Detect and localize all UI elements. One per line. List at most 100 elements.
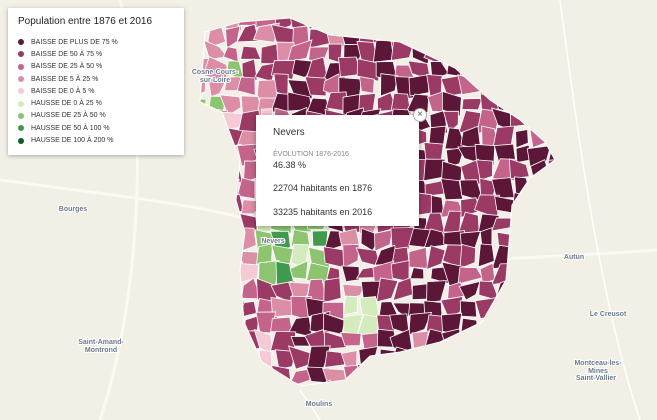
commune[interactable] [510,295,532,318]
commune[interactable] [223,369,245,388]
commune[interactable] [259,382,278,406]
commune[interactable] [544,10,562,27]
commune[interactable] [463,12,484,32]
commune[interactable] [210,294,224,318]
commune[interactable] [342,295,358,316]
commune[interactable] [509,283,535,302]
commune[interactable] [512,7,533,32]
commune[interactable] [206,283,225,300]
commune[interactable] [395,363,415,384]
commune[interactable] [511,311,529,338]
commune[interactable] [191,160,212,184]
commune[interactable] [380,73,399,97]
commune[interactable] [205,182,226,202]
commune[interactable] [341,265,360,283]
legend-item[interactable]: HAUSSE DE 0 À 25 % [18,97,174,109]
commune[interactable] [225,25,241,49]
commune[interactable] [441,90,462,117]
commune[interactable] [562,43,582,57]
commune[interactable] [474,379,498,405]
commune[interactable] [207,348,227,371]
commune[interactable] [514,330,533,354]
commune[interactable] [496,231,518,248]
commune[interactable] [208,77,228,98]
commune[interactable] [236,227,257,253]
commune[interactable] [189,209,212,234]
legend-item[interactable]: BAISSE DE 5 À 25 % [18,73,174,85]
commune[interactable] [447,43,465,62]
commune[interactable] [356,58,380,82]
commune[interactable] [492,383,512,401]
commune[interactable] [236,300,258,319]
commune[interactable] [206,211,226,235]
commune[interactable] [394,384,413,405]
commune[interactable] [494,7,519,32]
close-button[interactable]: × [413,108,427,122]
commune[interactable] [372,383,394,403]
commune[interactable] [428,352,446,371]
commune[interactable] [474,297,499,319]
commune[interactable] [308,28,331,49]
commune[interactable] [287,39,313,63]
commune[interactable] [565,24,583,46]
commune[interactable] [308,10,330,30]
commune[interactable] [461,41,484,64]
commune[interactable] [477,328,500,350]
commune[interactable] [461,98,483,111]
commune[interactable] [186,127,210,150]
commune[interactable] [525,56,550,81]
commune[interactable] [194,296,211,315]
commune[interactable] [406,14,430,32]
commune[interactable] [236,369,258,385]
commune[interactable] [342,283,365,300]
commune[interactable] [374,229,393,252]
commune[interactable] [289,260,309,280]
commune[interactable] [461,328,481,353]
commune[interactable] [190,330,208,356]
commune[interactable] [192,142,212,168]
commune[interactable] [457,58,479,78]
commune[interactable] [561,216,582,235]
commune[interactable] [457,74,483,95]
commune[interactable] [498,23,516,49]
commune[interactable] [543,260,563,284]
commune[interactable] [205,230,229,253]
commune[interactable] [322,368,348,387]
commune[interactable] [219,245,240,269]
commune[interactable] [457,362,480,386]
commune[interactable] [219,383,241,401]
commune[interactable] [496,329,512,355]
commune[interactable] [530,295,548,316]
commune[interactable] [328,381,341,402]
commune[interactable] [461,345,481,368]
commune[interactable] [561,112,584,126]
commune[interactable] [357,364,379,389]
commune[interactable] [441,347,466,372]
commune[interactable] [208,8,228,30]
commune[interactable] [562,234,580,252]
commune[interactable] [542,176,569,201]
commune[interactable] [492,62,518,79]
commune[interactable] [533,362,550,387]
commune[interactable] [561,332,578,353]
commune[interactable] [344,378,360,404]
commune[interactable] [515,212,534,231]
commune[interactable] [510,59,529,80]
commune[interactable] [226,193,245,214]
commune[interactable] [496,367,513,382]
commune[interactable] [464,22,484,46]
commune[interactable] [221,300,246,317]
commune[interactable] [545,74,564,100]
commune[interactable] [549,28,564,47]
commune[interactable] [355,379,376,403]
commune[interactable] [430,194,445,219]
commune[interactable] [543,385,562,401]
commune[interactable] [493,42,515,66]
commune[interactable] [204,126,227,150]
commune[interactable] [545,43,564,66]
commune[interactable] [412,362,429,387]
commune[interactable] [186,23,204,41]
commune[interactable] [508,41,530,63]
commune[interactable] [563,299,582,317]
commune[interactable] [191,317,205,336]
